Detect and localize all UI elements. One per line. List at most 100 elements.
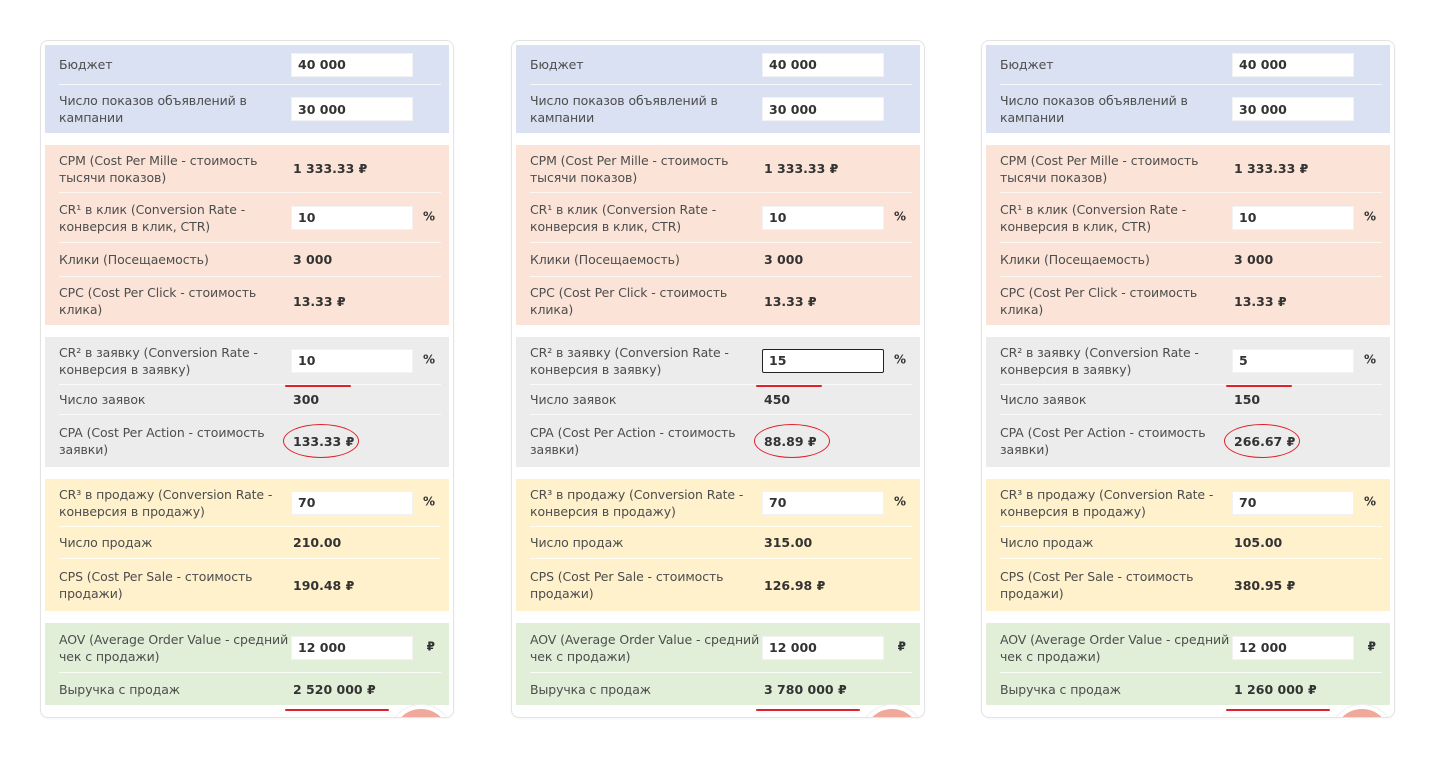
cr3-row: CR³ в продажу (Conversion Rate - конверс… <box>59 479 441 527</box>
aov-input[interactable]: 12 000 <box>291 635 413 660</box>
budget-section: Бюджет 40 000 Число показов объявлений в… <box>516 45 920 133</box>
sales-section: CR³ в продажу (Conversion Rate - конверс… <box>516 479 920 611</box>
ruble-unit: ₽ <box>1367 639 1376 654</box>
cr2-input[interactable]: 15 <box>762 348 884 373</box>
impressions-input[interactable]: 30 000 <box>1232 97 1354 121</box>
aov-row: AOV (Average Order Value - средний чек с… <box>59 623 441 673</box>
cr3-input[interactable]: 70 <box>762 490 884 515</box>
cr2-row: CR² в заявку (Conversion Rate - конверси… <box>1000 337 1382 387</box>
leads-section: CR² в заявку (Conversion Rate - конверси… <box>45 337 449 467</box>
cps-value: 380.95 ₽ <box>1234 577 1296 593</box>
cpc-label: CPC (Cost Per Click - стоимость клика) <box>530 285 728 317</box>
floating-action-button[interactable] <box>1330 705 1394 717</box>
aov-input[interactable]: 12 000 <box>762 635 884 660</box>
cps-label: CPS (Cost Per Sale - стоимость продажи) <box>59 569 253 601</box>
budget-section: Бюджет 40 000 Число показов объявлений в… <box>45 45 449 133</box>
leads-label: Число заявок <box>1000 392 1087 407</box>
budget-input[interactable]: 40 000 <box>291 52 413 77</box>
cpm-label: CPM (Cost Per Mille - стоимость тысячи п… <box>59 152 258 185</box>
ruble-unit: ₽ <box>426 639 435 654</box>
cpa-row: CPA (Cost Per Action - стоимость заявки)… <box>1000 415 1382 467</box>
cr1-input[interactable]: 10 <box>1232 205 1354 230</box>
percent-unit: % <box>422 352 435 367</box>
percent-unit: % <box>893 209 906 224</box>
cr2-row: CR² в заявку (Conversion Rate - конверси… <box>59 337 441 387</box>
budget-input[interactable]: 40 000 <box>762 52 884 77</box>
cpa-label: CPA (Cost Per Action - стоимость заявки) <box>530 425 736 457</box>
revenue-label: Выручка с продаж <box>530 681 651 697</box>
budget-row: Бюджет 40 000 <box>530 45 912 85</box>
sales-label: Число продаж <box>1000 535 1094 550</box>
cr1-row: CR¹ в клик (Conversion Rate - конверсия … <box>59 193 441 243</box>
aov-label: AOV (Average Order Value - средний чек с… <box>1000 631 1230 664</box>
cr1-input[interactable]: 10 <box>762 205 884 230</box>
cr3-label: CR³ в продажу (Conversion Rate - конверс… <box>530 486 744 519</box>
revenue-value: 2 520 000 ₽ <box>293 681 376 697</box>
clicks-value: 3 000 <box>764 252 804 267</box>
cr1-label: CR¹ в клик (Conversion Rate - конверсия … <box>59 201 246 234</box>
revenue-value: 3 780 000 ₽ <box>764 681 847 697</box>
aov-input[interactable]: 12 000 <box>1232 635 1354 660</box>
cr2-input[interactable]: 10 <box>291 348 413 373</box>
impressions-label: Число показов объявлений в кампании <box>530 93 718 125</box>
leads-section: CR² в заявку (Conversion Rate - конверси… <box>516 337 920 467</box>
cpm-row: CPM (Cost Per Mille - стоимость тысячи п… <box>530 145 912 193</box>
revenue-row: Выручка с продаж 1 260 000 ₽ <box>1000 673 1382 711</box>
percent-unit: % <box>422 494 435 509</box>
cpc-label: CPC (Cost Per Click - стоимость клика) <box>59 285 257 317</box>
percent-unit: % <box>893 494 906 509</box>
cr3-input[interactable]: 70 <box>1232 490 1354 515</box>
clicks-label: Клики (Посещаемость) <box>530 252 680 267</box>
sales-label: Число продаж <box>59 535 153 550</box>
floating-action-button[interactable] <box>389 705 453 717</box>
cpa-row: CPA (Cost Per Action - стоимость заявки)… <box>530 415 912 467</box>
cr2-label: CR² в заявку (Conversion Rate - конверси… <box>59 344 258 377</box>
impressions-input[interactable]: 30 000 <box>291 97 413 121</box>
leads-row: Число заявок 450 <box>530 385 912 415</box>
leads-section: CR² в заявку (Conversion Rate - конверси… <box>986 337 1390 467</box>
floating-action-button[interactable] <box>860 705 924 717</box>
clicks-row: Клики (Посещаемость) 3 000 <box>530 243 912 277</box>
leads-label: Число заявок <box>530 392 617 407</box>
cpm-row: CPM (Cost Per Mille - стоимость тысячи п… <box>59 145 441 193</box>
cpm-row: CPM (Cost Per Mille - стоимость тысячи п… <box>1000 145 1382 193</box>
impressions-row: Число показов объявлений в кампании 30 0… <box>59 85 441 133</box>
budget-input[interactable]: 40 000 <box>1232 52 1354 77</box>
cpm-value: 1 333.33 ₽ <box>1234 161 1309 176</box>
aov-row: AOV (Average Order Value - средний чек с… <box>1000 623 1382 673</box>
highlight-underline <box>1226 709 1330 711</box>
highlight-underline <box>756 385 822 387</box>
cr2-input[interactable]: 5 <box>1232 348 1354 373</box>
cpc-row: CPC (Cost Per Click - стоимость клика) 1… <box>530 277 912 325</box>
calculator-panel-3: Бюджет 40 000 Число показов объявлений в… <box>981 40 1395 718</box>
highlight-underline <box>285 709 389 711</box>
cr3-input[interactable]: 70 <box>291 490 413 515</box>
cr1-input[interactable]: 10 <box>291 205 413 230</box>
impressions-label: Число показов объявлений в кампании <box>1000 93 1188 125</box>
sales-section: CR³ в продажу (Conversion Rate - конверс… <box>986 479 1390 611</box>
highlight-underline <box>285 385 351 387</box>
cr1-row: CR¹ в клик (Conversion Rate - конверсия … <box>1000 193 1382 243</box>
impressions-row: Число показов объявлений в кампании 30 0… <box>1000 85 1382 133</box>
revenue-label: Выручка с продаж <box>59 681 180 697</box>
percent-unit: % <box>1363 494 1376 509</box>
cps-value: 190.48 ₽ <box>293 577 355 593</box>
revenue-row: Выручка с продаж 3 780 000 ₽ <box>530 673 912 711</box>
cpc-row: CPC (Cost Per Click - стоимость клика) 1… <box>1000 277 1382 325</box>
calculator-panel-2: Бюджет 40 000 Число показов объявлений в… <box>511 40 925 718</box>
cr2-row: CR² в заявку (Conversion Rate - конверси… <box>530 337 912 387</box>
leads-row: Число заявок 300 <box>59 385 441 415</box>
cps-row: CPS (Cost Per Sale - стоимость продажи) … <box>59 559 441 611</box>
revenue-row: Выручка с продаж 2 520 000 ₽ <box>59 673 441 711</box>
cpc-value: 13.33 ₽ <box>293 293 346 309</box>
cps-row: CPS (Cost Per Sale - стоимость продажи) … <box>1000 559 1382 611</box>
revenue-label: Выручка с продаж <box>1000 681 1121 697</box>
leads-value: 450 <box>764 392 791 407</box>
impressions-input[interactable]: 30 000 <box>762 97 884 121</box>
sales-row: Число продаж 105.00 <box>1000 527 1382 559</box>
revenue-section: AOV (Average Order Value - средний чек с… <box>45 623 449 711</box>
clicks-value: 3 000 <box>1234 252 1274 267</box>
clicks-section: CPM (Cost Per Mille - стоимость тысячи п… <box>986 145 1390 325</box>
highlight-ellipse <box>283 424 359 458</box>
cr3-label: CR³ в продажу (Conversion Rate - конверс… <box>1000 486 1214 519</box>
